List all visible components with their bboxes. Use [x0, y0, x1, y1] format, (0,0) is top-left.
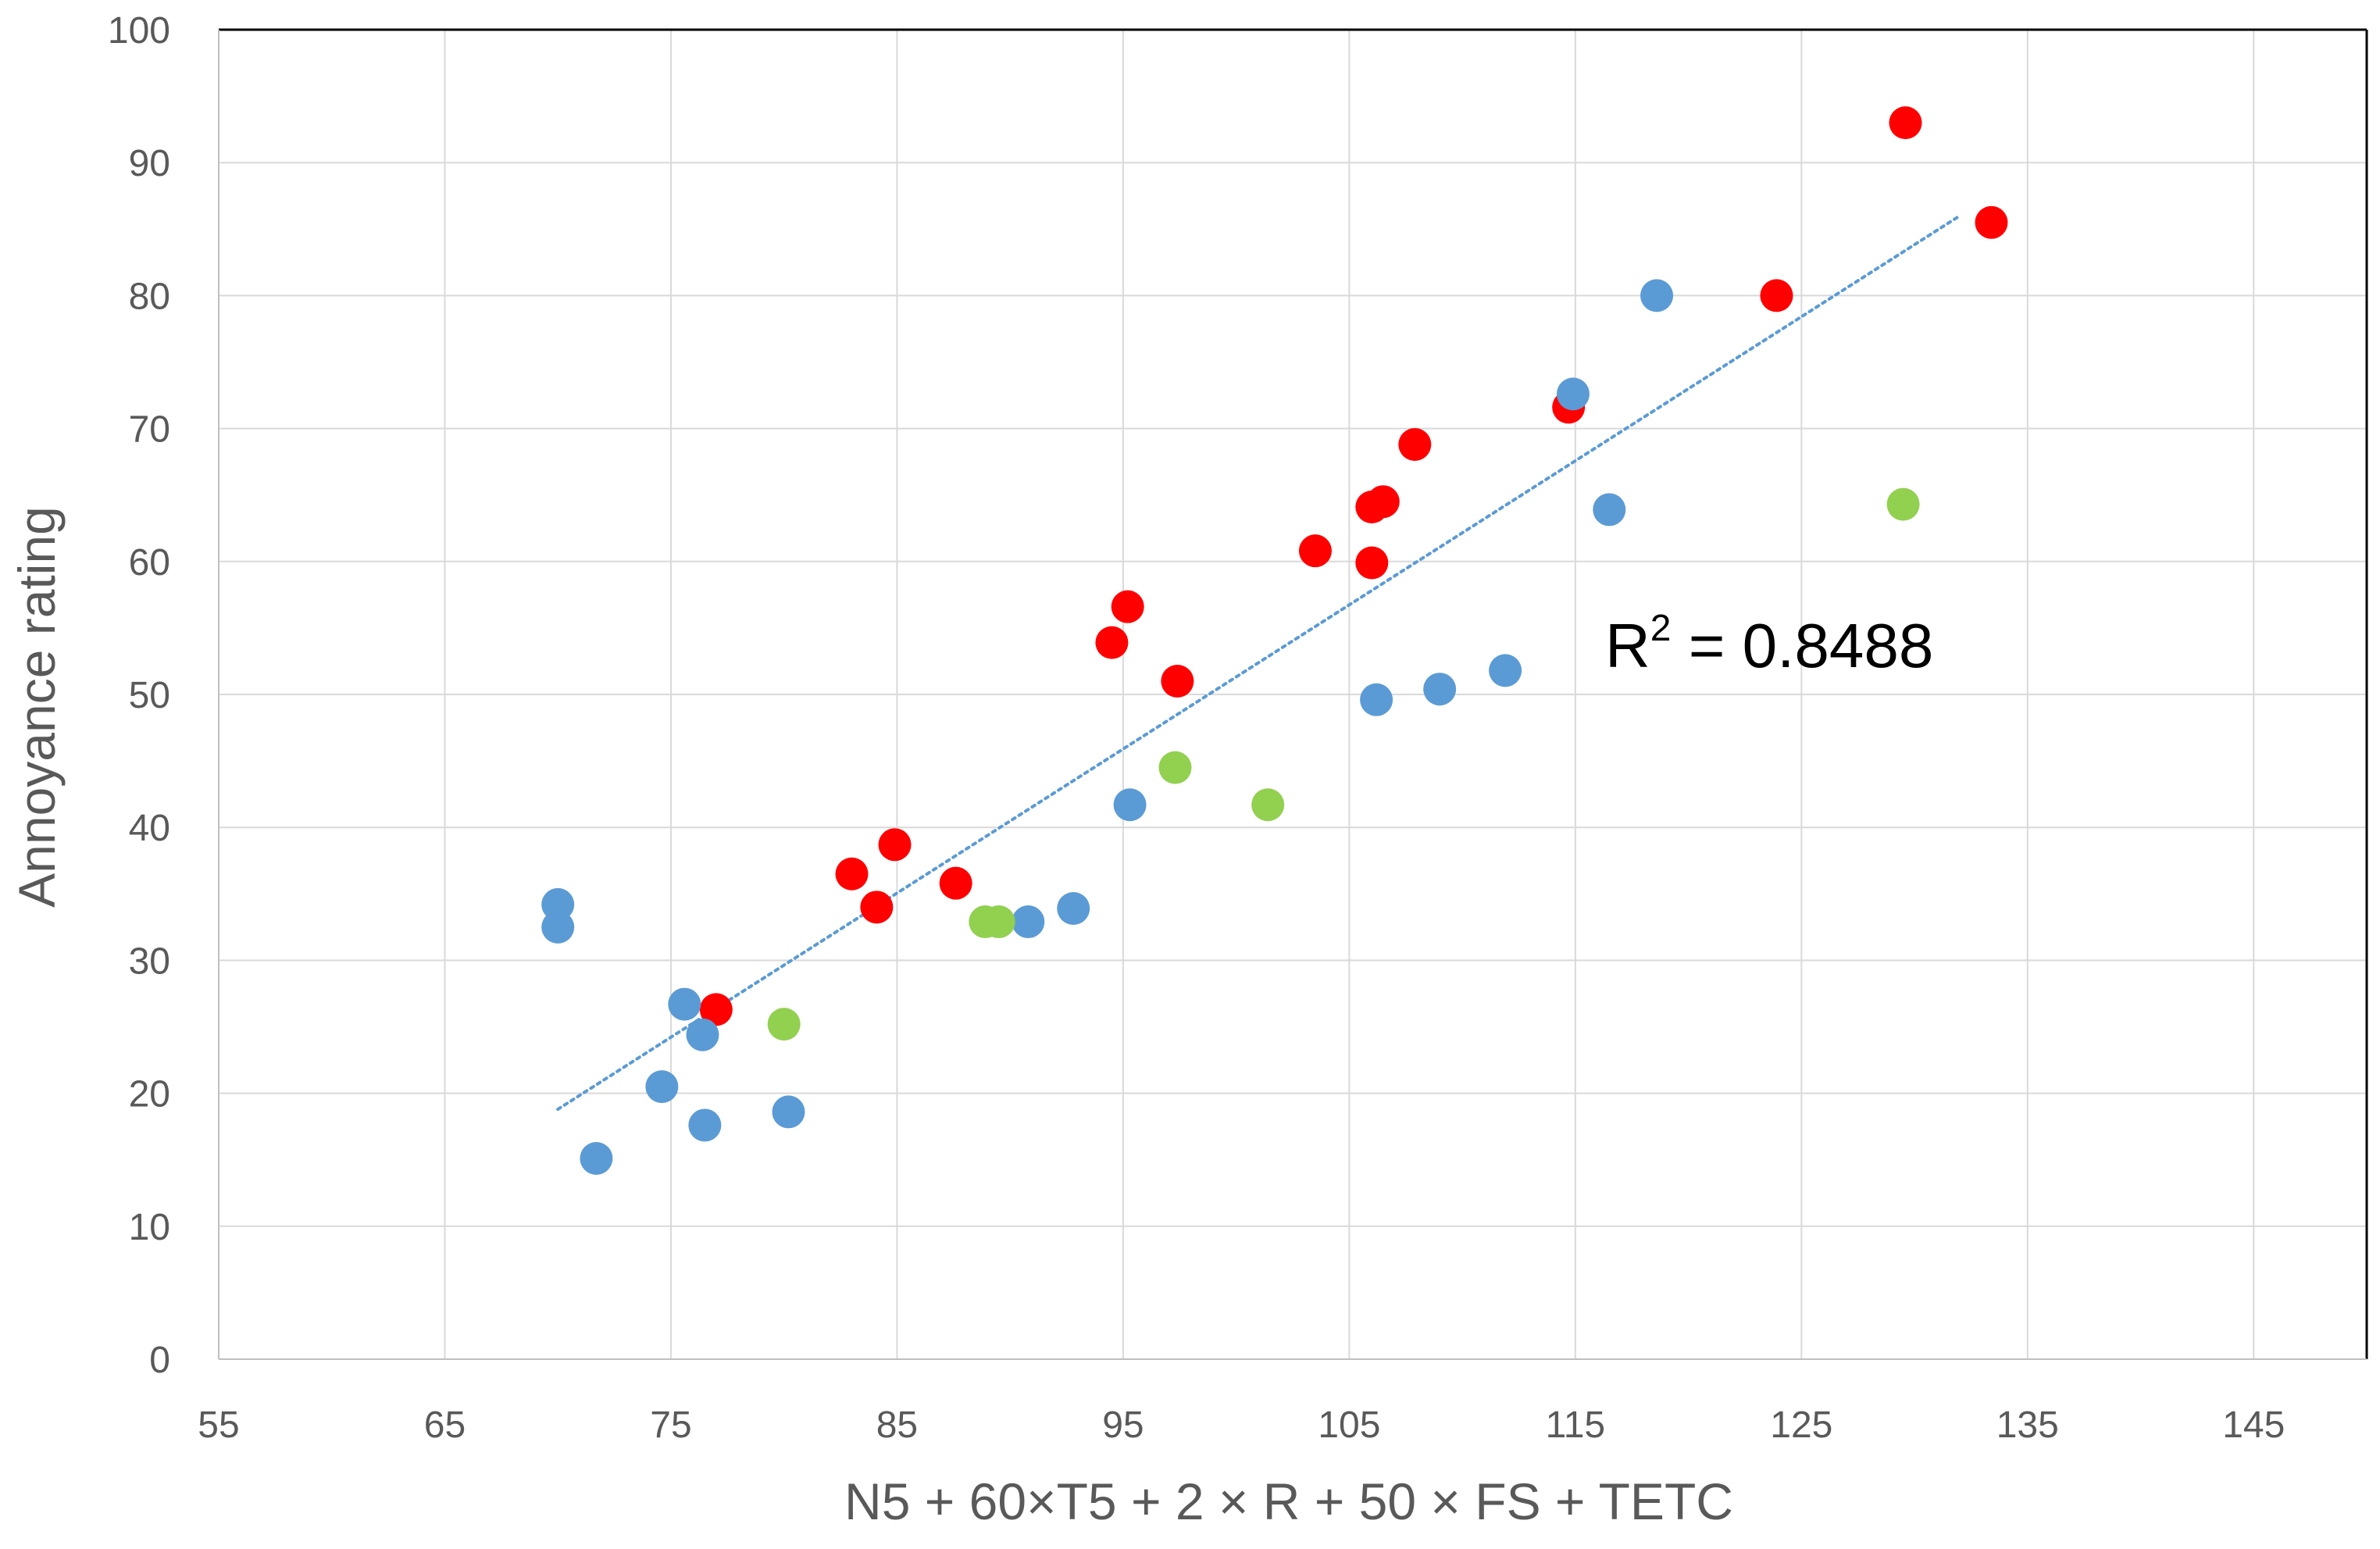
x-tick-labels: 55 65 75 85 95 105 115 125 135 145	[198, 1404, 2285, 1446]
trendline	[556, 214, 1961, 1112]
data-point-blue	[772, 1095, 805, 1129]
data-point-blue	[686, 1018, 719, 1051]
y-axis-title: Annoyance rating	[8, 506, 66, 908]
data-point-green	[1251, 788, 1285, 822]
data-point-red	[1975, 205, 2008, 239]
x-tick-label: 135	[1996, 1404, 2059, 1446]
y-tick-label: 70	[129, 409, 170, 451]
data-point-blue	[1423, 673, 1457, 706]
gridlines	[219, 30, 2367, 1359]
y-tick-label: 0	[149, 1340, 170, 1381]
data-point-blue	[1640, 279, 1674, 312]
data-point-red	[1161, 664, 1194, 698]
y-tick-label: 100	[108, 10, 170, 52]
x-tick-label: 125	[1770, 1404, 1832, 1446]
y-tick-label: 80	[129, 276, 170, 317]
data-point-red	[1095, 626, 1129, 659]
trendline-path	[556, 214, 1961, 1112]
data-point-green	[982, 905, 1015, 939]
y-tick-label: 50	[129, 675, 170, 716]
data-point-blue	[688, 1108, 722, 1142]
data-point-green	[1886, 487, 1920, 521]
data-point-blue	[1057, 892, 1090, 926]
data-point-red	[1366, 485, 1400, 519]
data-point-blue	[541, 910, 575, 944]
x-tick-label: 145	[2222, 1404, 2285, 1446]
x-axis-title: N5 + 60×T5 + 2 × R + 50 × FS + TETC	[844, 1472, 1733, 1530]
data-point-blue	[1113, 788, 1147, 822]
r-squared-value: = 0.8488	[1671, 611, 1933, 680]
data-points	[541, 106, 2008, 1175]
data-point-blue	[580, 1141, 613, 1175]
r-squared-superscript: 2	[1650, 608, 1672, 649]
data-point-green	[1158, 751, 1192, 784]
data-point-blue	[668, 987, 701, 1021]
x-tick-label: 85	[876, 1404, 918, 1446]
data-point-blue	[1556, 377, 1590, 411]
r-squared-annotation: R2 = 0.8488	[1605, 608, 1933, 680]
y-tick-label: 10	[129, 1207, 170, 1248]
data-point-blue	[1593, 493, 1626, 526]
y-tick-label: 90	[129, 143, 170, 184]
data-point-red	[1111, 590, 1144, 623]
data-point-blue	[1489, 654, 1522, 687]
data-point-red	[1889, 106, 1922, 140]
data-point-blue	[645, 1070, 679, 1104]
data-point-red	[699, 993, 733, 1026]
data-point-blue	[541, 887, 575, 921]
plot-frame	[218, 28, 2368, 1360]
data-point-red	[878, 828, 912, 862]
data-point-red	[1398, 428, 1432, 462]
data-point-red	[1760, 279, 1793, 312]
data-point-red	[1298, 534, 1332, 568]
data-point-red	[939, 866, 972, 900]
data-point-green	[767, 1008, 801, 1041]
data-point-red	[860, 890, 894, 924]
data-point-blue	[1360, 683, 1393, 716]
x-tick-label: 115	[1546, 1404, 1606, 1446]
y-tick-label: 40	[129, 808, 170, 849]
y-tick-label: 30	[129, 940, 170, 982]
r-squared-base: R	[1605, 611, 1650, 680]
x-tick-label: 65	[424, 1404, 466, 1446]
y-tick-label: 60	[129, 542, 170, 584]
data-point-blue	[1012, 905, 1045, 939]
data-point-red	[1355, 546, 1389, 580]
y-tick-label: 20	[129, 1074, 170, 1115]
x-tick-label: 55	[198, 1404, 239, 1446]
x-tick-label: 75	[650, 1404, 691, 1446]
x-tick-label: 95	[1102, 1404, 1144, 1446]
y-tick-labels: 0 10 20 30 40 50 60 70 80 90 100	[108, 10, 170, 1381]
data-point-red	[835, 857, 869, 890]
x-tick-label: 105	[1318, 1404, 1380, 1446]
